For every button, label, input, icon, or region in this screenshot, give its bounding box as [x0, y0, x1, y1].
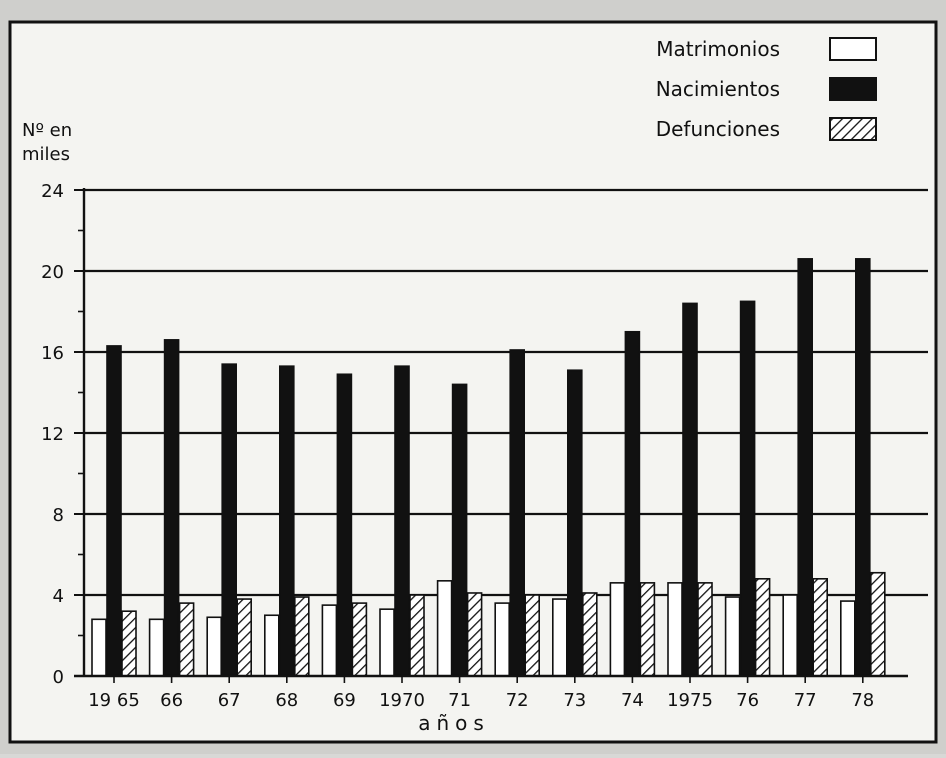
bar-defunciones-1970 — [409, 594, 425, 677]
bar-defunciones-68 — [293, 596, 310, 677]
y-tick-label-8: 8 — [53, 505, 64, 526]
x-tick-label-66: 66 — [160, 690, 183, 711]
bar-matrimonios-68 — [263, 614, 280, 677]
bar-defunciones-72 — [524, 594, 541, 677]
legend-label-defunciones: Defunciones — [656, 117, 780, 141]
y-tick-label-16: 16 — [41, 343, 64, 364]
legend-swatch-nacimientos — [829, 77, 877, 101]
bar-nacimientos-66 — [163, 339, 180, 677]
x-tick-label-67: 67 — [218, 690, 241, 711]
y-axis-label-line2: miles — [22, 144, 70, 165]
bar-defunciones-66 — [178, 602, 195, 677]
bar-matrimonios-77 — [782, 594, 799, 677]
bar-defunciones-69 — [351, 602, 368, 677]
legend: Matrimonios Nacimientos Defunciones — [656, 37, 877, 141]
bar-defunciones-71 — [466, 592, 483, 677]
y-tick-label-20: 20 — [41, 262, 64, 283]
bar-nacimientos-1975 — [682, 302, 698, 677]
axes: 0 4 8 12 16 20 24 19 65 66 67 68 69 1970 71 72 73 74 1975… — [41, 181, 908, 711]
bar-nacimientos-73 — [566, 369, 583, 677]
bar-nacimientos-76 — [739, 300, 756, 677]
x-axis-label: años — [418, 711, 490, 735]
bar-matrimonios-69 — [321, 604, 338, 677]
x-tick-label-68: 68 — [275, 690, 298, 711]
x-tick-label-76: 76 — [736, 690, 759, 711]
bar-nacimientos-74 — [624, 330, 641, 677]
bar-defunciones-73 — [581, 592, 598, 677]
bar-matrimonios-66 — [148, 618, 165, 677]
bar-nacimientos-1965 — [106, 345, 122, 677]
bar-defunciones-1975 — [697, 582, 713, 677]
bar-nacimientos-72 — [509, 349, 526, 677]
bar-nacimientos-69 — [336, 373, 353, 677]
legend-label-nacimientos: Nacimientos — [656, 77, 780, 101]
y-tick-label-24: 24 — [41, 181, 64, 202]
bar-nacimientos-67 — [221, 363, 237, 677]
bar-defunciones-67 — [236, 598, 252, 677]
bar-defunciones-76 — [754, 577, 771, 677]
x-tick-label-74: 74 — [621, 690, 644, 711]
bar-nacimientos-1970 — [394, 365, 410, 677]
x-tick-label-1965: 19 65 — [88, 690, 140, 711]
bar-nacimientos-78 — [854, 258, 871, 677]
y-tick-label-0: 0 — [53, 667, 64, 688]
y-tick-label-12: 12 — [41, 424, 64, 445]
bar-defunciones-78 — [869, 571, 886, 677]
x-tick-label-69: 69 — [333, 690, 356, 711]
bars — [91, 258, 886, 677]
x-tick-label-78: 78 — [851, 690, 874, 711]
bar-matrimonios-74 — [609, 582, 626, 677]
bar-nacimientos-71 — [451, 383, 468, 677]
legend-swatch-defunciones — [829, 117, 877, 141]
x-tick-label-72: 72 — [506, 690, 529, 711]
bar-nacimientos-77 — [797, 258, 814, 677]
bar-nacimientos-68 — [278, 365, 295, 677]
legend-swatch-matrimonios — [829, 37, 877, 61]
legend-label-matrimonios: Matrimonios — [656, 37, 780, 61]
bar-matrimonios-76 — [724, 596, 741, 677]
y-axis-label-line1: Nº en — [22, 120, 72, 141]
bar-defunciones-1965 — [121, 610, 137, 677]
bar-matrimonios-1965 — [91, 618, 107, 677]
bar-matrimonios-67 — [206, 616, 222, 677]
bar-matrimonios-72 — [494, 602, 511, 677]
bar-defunciones-74 — [639, 582, 656, 677]
bar-defunciones-77 — [812, 577, 829, 677]
bar-matrimonios-1970 — [379, 608, 395, 677]
x-tick-label-1975: 1975 — [667, 690, 713, 711]
y-tick-label-4: 4 — [53, 586, 64, 607]
x-tick-label-77: 77 — [794, 690, 817, 711]
x-tick-label-71: 71 — [448, 690, 471, 711]
bar-matrimonios-1975 — [667, 582, 683, 677]
bar-matrimonios-78 — [839, 600, 856, 677]
x-tick-label-73: 73 — [563, 690, 586, 711]
bar-matrimonios-73 — [551, 598, 568, 677]
x-tick-label-1970: 1970 — [379, 690, 425, 711]
bar-matrimonios-71 — [436, 580, 453, 677]
